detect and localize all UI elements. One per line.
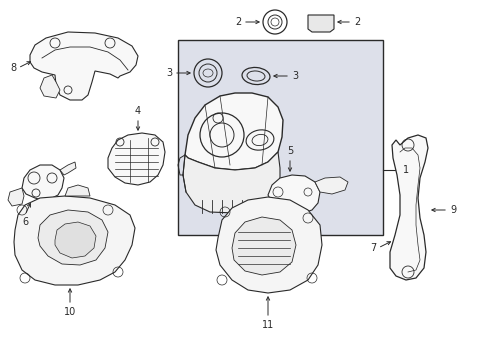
Polygon shape	[30, 32, 138, 100]
Polygon shape	[315, 177, 348, 194]
Polygon shape	[216, 197, 322, 293]
Text: 3: 3	[166, 68, 172, 78]
Polygon shape	[60, 162, 76, 175]
Polygon shape	[183, 152, 280, 213]
Text: 10: 10	[64, 307, 76, 317]
Text: 3: 3	[292, 71, 298, 81]
Polygon shape	[38, 210, 108, 265]
Polygon shape	[232, 217, 296, 275]
Text: 5: 5	[287, 146, 293, 156]
Polygon shape	[65, 185, 90, 196]
Text: 2: 2	[354, 17, 360, 27]
Polygon shape	[390, 135, 428, 280]
Text: 2: 2	[235, 17, 241, 27]
Text: 9: 9	[450, 205, 456, 215]
Polygon shape	[14, 196, 135, 285]
Polygon shape	[55, 222, 96, 258]
Bar	[178, 40, 383, 235]
Text: 11: 11	[262, 320, 274, 330]
Text: 4: 4	[135, 106, 141, 116]
Text: 1: 1	[403, 165, 409, 175]
Polygon shape	[308, 15, 334, 32]
Polygon shape	[108, 133, 165, 185]
Text: 6: 6	[22, 217, 28, 227]
Polygon shape	[8, 188, 24, 206]
Text: 7: 7	[370, 243, 376, 253]
Polygon shape	[185, 93, 283, 170]
Polygon shape	[40, 75, 60, 98]
Polygon shape	[268, 175, 320, 214]
Text: 8: 8	[10, 63, 16, 73]
Polygon shape	[22, 165, 64, 200]
